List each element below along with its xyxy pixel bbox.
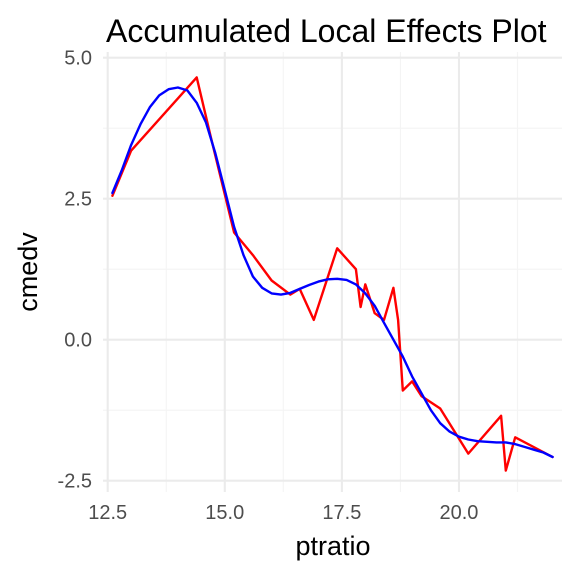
y-tick-label: -2.5 — [58, 471, 92, 493]
x-axis-label: ptratio — [295, 531, 370, 561]
series-line-2 — [111, 86, 554, 459]
x-tick-labels: 12.5 15.0 17.5 20.0 — [88, 502, 478, 524]
x-tick-label: 12.5 — [88, 502, 127, 524]
x-tick-label: 20.0 — [439, 502, 478, 524]
y-tick-label: 2.5 — [64, 189, 92, 211]
x-tick-label: 15.0 — [205, 502, 244, 524]
minor-gridlines — [103, 52, 562, 492]
x-tick-label: 17.5 — [322, 502, 361, 524]
y-tick-label: 5.0 — [64, 48, 92, 70]
series-layer — [111, 76, 554, 472]
chart-title: Accumulated Local Effects Plot — [106, 13, 547, 49]
major-gridlines — [103, 52, 562, 492]
y-axis-label: cmedv — [13, 232, 43, 312]
series-line-1 — [111, 76, 554, 472]
y-tick-labels: -2.5 0.0 2.5 5.0 — [58, 48, 92, 493]
y-tick-label: 0.0 — [64, 330, 92, 352]
